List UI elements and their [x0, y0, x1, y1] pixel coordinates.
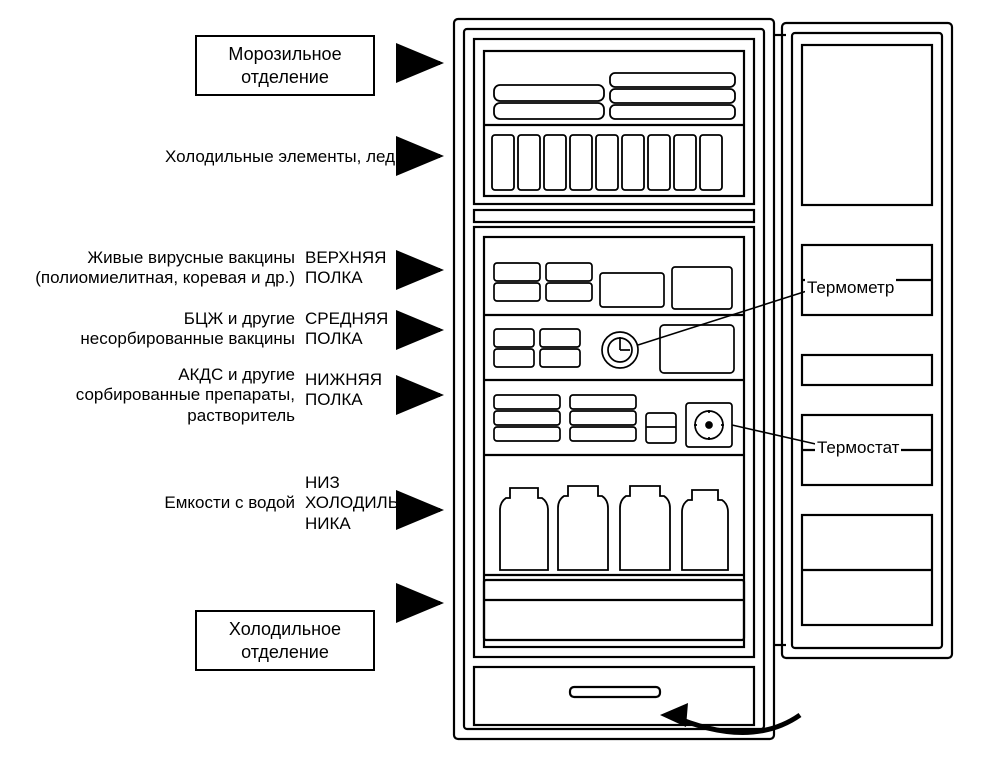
diagram-root: Морозильноеотделение Холодильные элемент…	[0, 0, 988, 770]
refrigerator-drawing	[450, 15, 970, 755]
thermometer-callout: Термометр	[805, 278, 896, 298]
arrows-left	[0, 0, 470, 770]
thermostat-callout: Термостат	[815, 438, 901, 458]
thermostat-text: Термостат	[817, 438, 899, 457]
thermometer-text: Термометр	[807, 278, 894, 297]
